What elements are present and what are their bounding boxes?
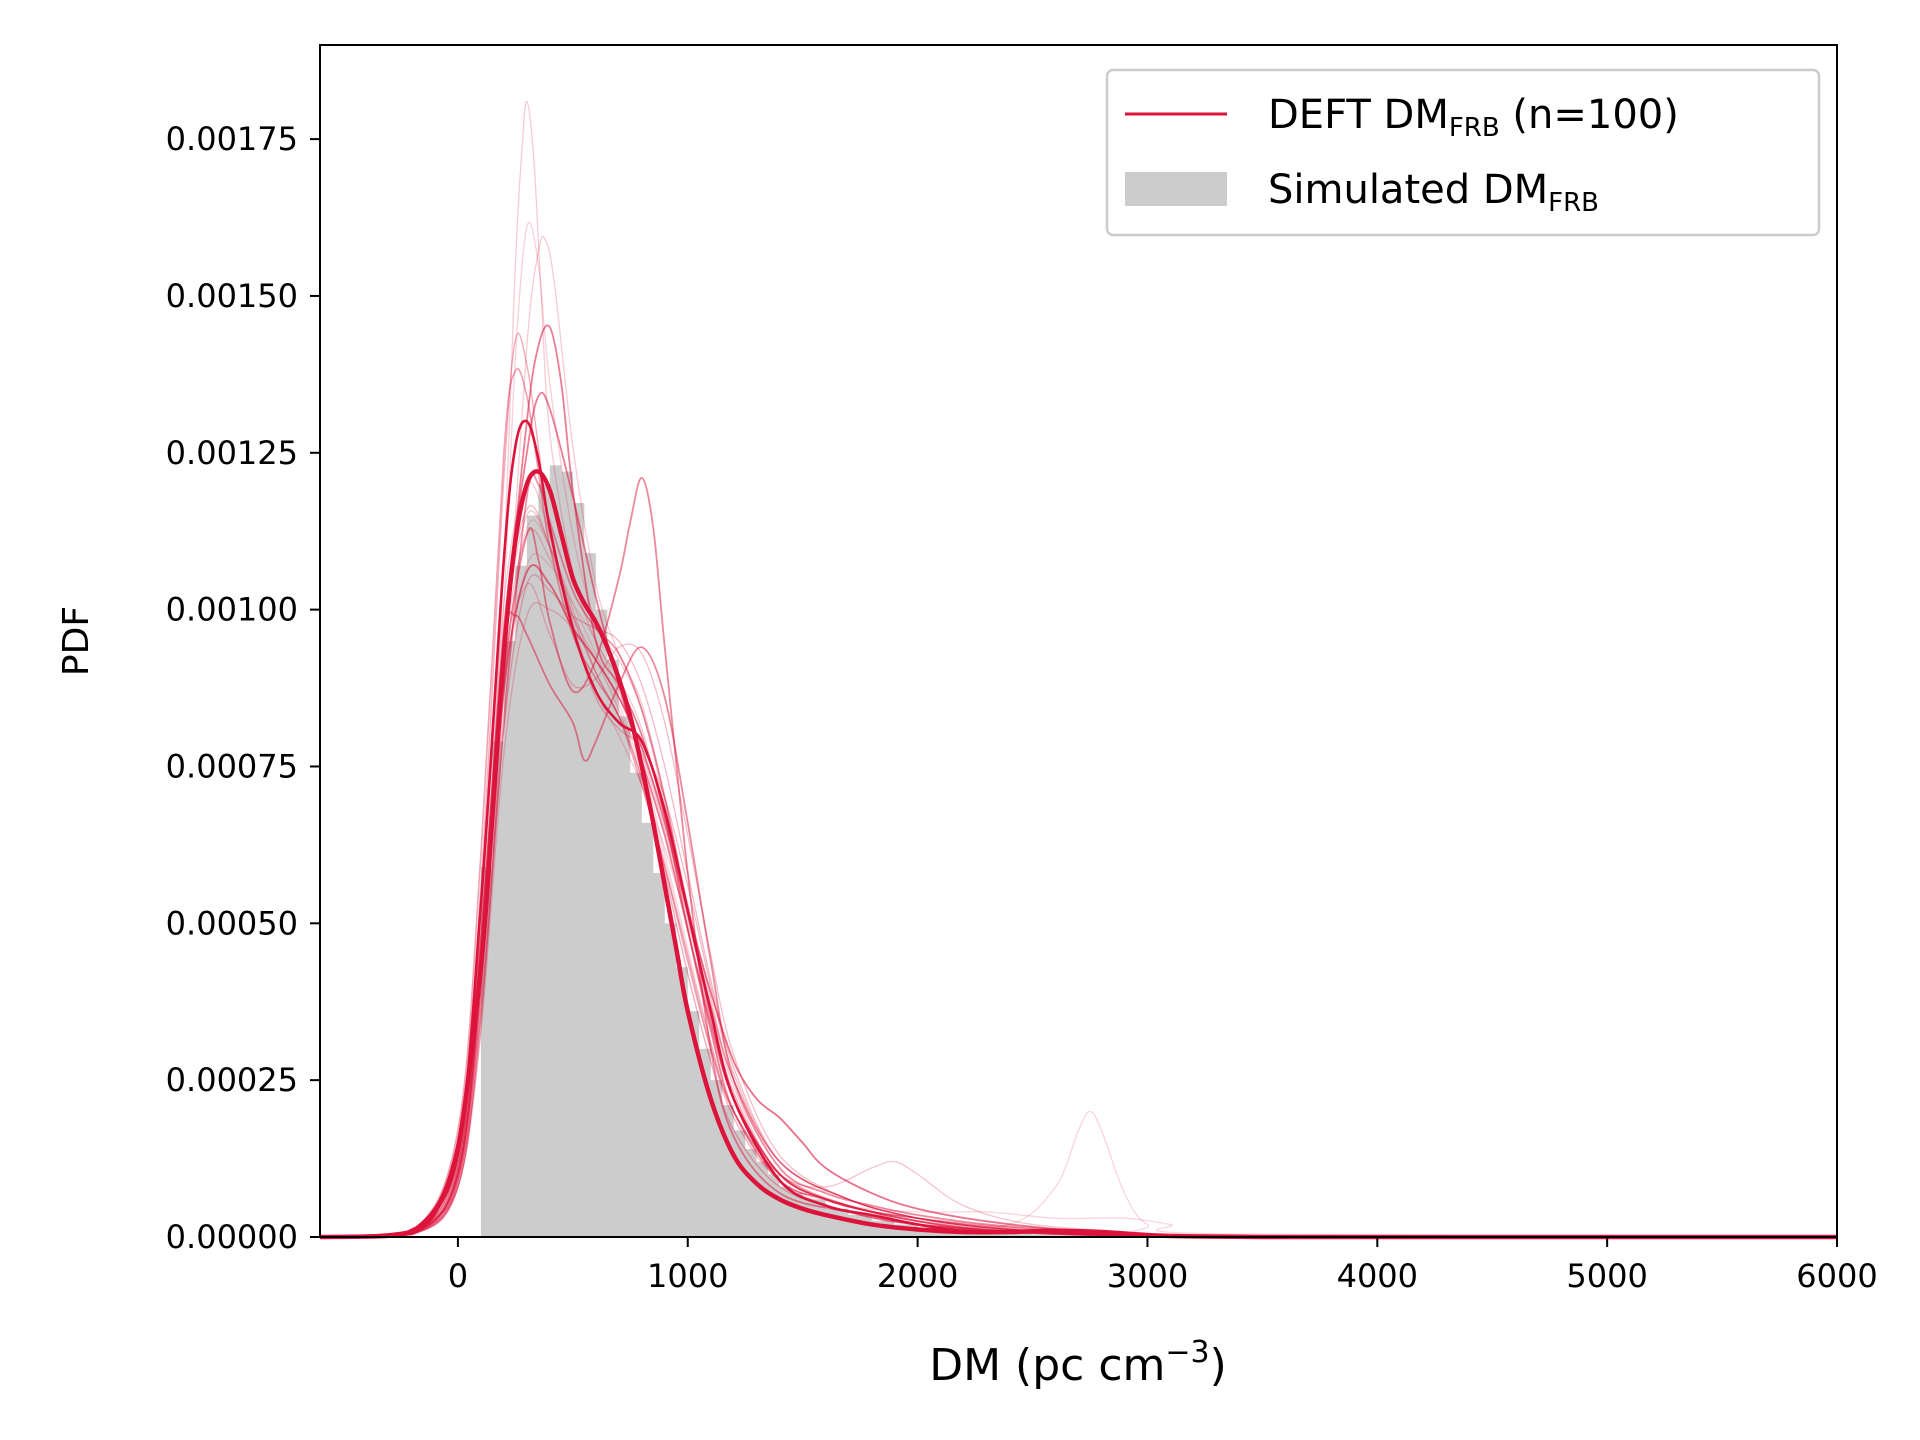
y-tick-label: 0.00100	[166, 591, 298, 629]
x-tick-label: 2000	[877, 1257, 958, 1295]
y-tick-label: 0.00125	[166, 434, 298, 472]
legend: DEFT DMFRB (n=100) Simulated DMFRB	[1105, 68, 1821, 237]
y-tick-label: 0.00150	[166, 277, 298, 315]
legend-entry-simulated: Simulated DMFRB	[1268, 167, 1599, 218]
x-tick-label: 1000	[647, 1257, 728, 1295]
legend-entry-deft-sub: FRB	[1449, 113, 1500, 143]
histogram-area	[480, 465, 1182, 1237]
x-tick-label: 3000	[1107, 1257, 1188, 1295]
x-tick-label: 5000	[1566, 1257, 1647, 1295]
legend-entry-deft-label: DEFT DM	[1268, 92, 1449, 138]
y-tick-label: 0.00000	[166, 1218, 298, 1256]
legend-entry-simulated-sub: FRB	[1548, 188, 1599, 218]
curves-layer	[319, 100, 1838, 1240]
realization-curve-15	[319, 552, 1838, 1238]
y-axis-label: PDF	[56, 606, 97, 676]
y-tick-label: 0.00175	[166, 120, 298, 158]
y-axis-ticks: 0.00000 0.00025 0.00050 0.00075 0.00100 0.001…	[166, 120, 320, 1256]
x-axis-label-close: )	[1210, 1340, 1227, 1391]
mean-curve	[319, 469, 1837, 1240]
y-tick-label: 0.00075	[166, 747, 298, 785]
x-axis-label-sup: −3	[1165, 1335, 1209, 1370]
y-tick-label: 0.00050	[166, 904, 298, 942]
legend-entry-simulated-label: Simulated DM	[1268, 167, 1548, 213]
legend-box	[1105, 68, 1821, 237]
realization-curve-12	[319, 235, 1838, 1238]
realization-curve-7	[319, 472, 1838, 1238]
x-tick-label: 6000	[1796, 1257, 1877, 1295]
legend-entry-deft-suffix: (n=100)	[1500, 92, 1679, 138]
x-axis-ticks: 0 1000 2000 3000 4000 5000 6000	[448, 1237, 1878, 1295]
x-tick-label: 0	[448, 1257, 468, 1295]
legend-patch-swatch	[1125, 172, 1227, 206]
plot-frame	[319, 44, 1838, 1238]
legend-entry-deft: DEFT DMFRB (n=100)	[1268, 92, 1679, 143]
y-tick-label: 0.00025	[166, 1061, 298, 1099]
x-axis-label-main: DM (pc cm	[929, 1340, 1165, 1391]
histogram-layer	[480, 465, 1182, 1237]
x-tick-label: 4000	[1337, 1257, 1418, 1295]
x-axis-label: DM (pc cm−3)	[929, 1335, 1227, 1391]
